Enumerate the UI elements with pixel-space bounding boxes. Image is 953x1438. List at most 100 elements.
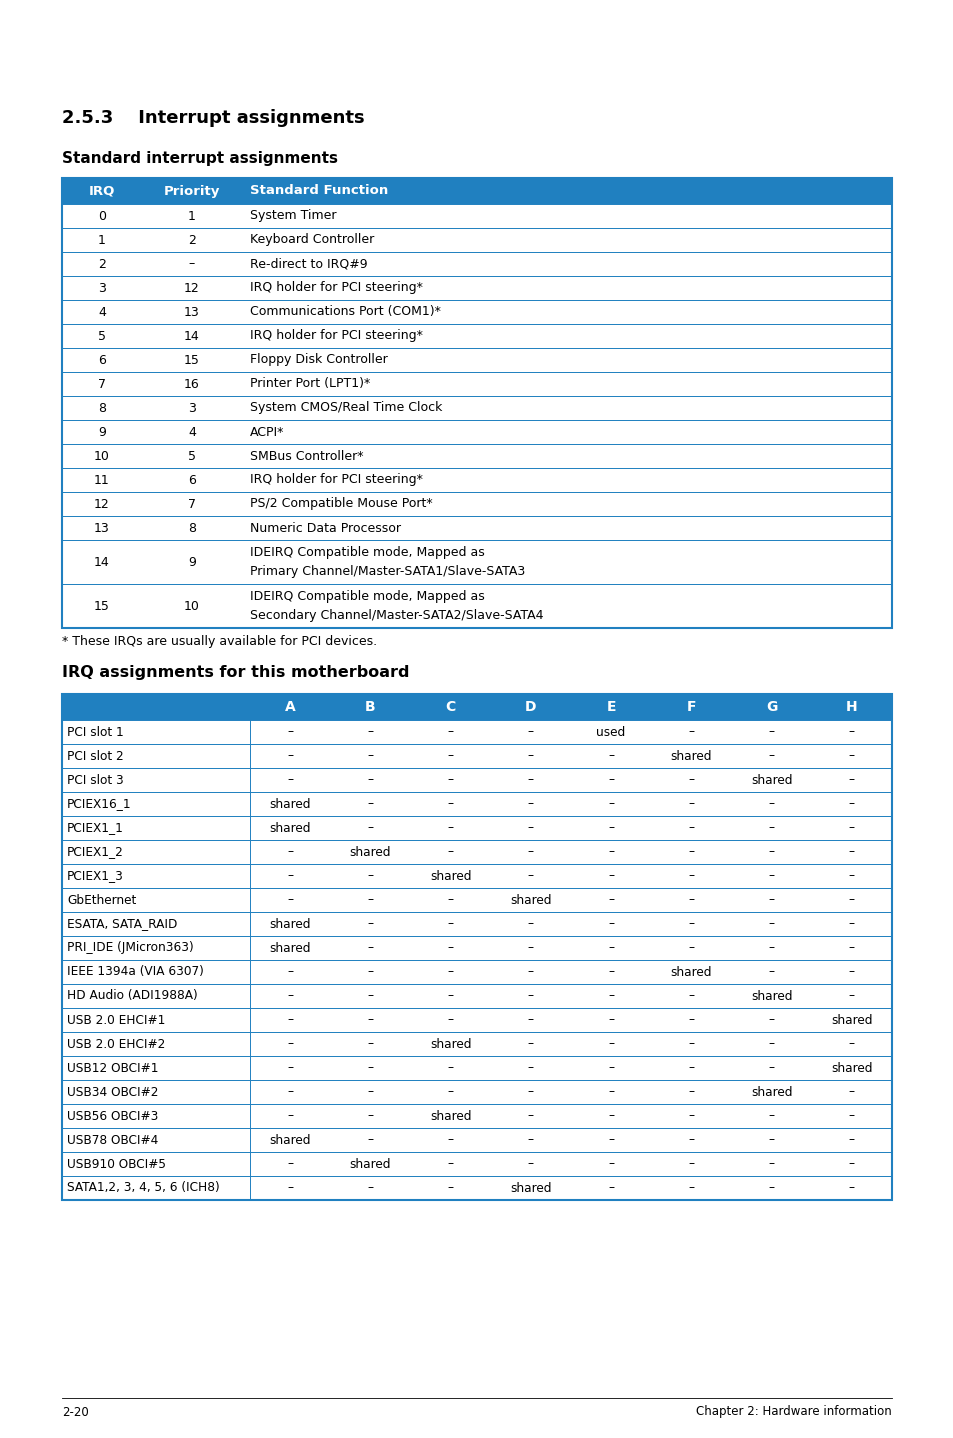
Text: –: – bbox=[287, 1061, 293, 1074]
Text: –: – bbox=[527, 749, 534, 762]
Text: –: – bbox=[447, 965, 454, 978]
Text: –: – bbox=[287, 893, 293, 906]
Text: –: – bbox=[848, 942, 854, 955]
Text: –: – bbox=[607, 965, 614, 978]
Bar bbox=[62, 1032, 891, 1055]
Text: GbEthernet: GbEthernet bbox=[67, 893, 136, 906]
Text: used: used bbox=[596, 726, 625, 739]
Text: –: – bbox=[848, 798, 854, 811]
Text: –: – bbox=[367, 1037, 373, 1051]
Text: –: – bbox=[287, 1110, 293, 1123]
Text: –: – bbox=[848, 1037, 854, 1051]
Text: –: – bbox=[848, 1182, 854, 1195]
Text: PCI slot 2: PCI slot 2 bbox=[67, 749, 124, 762]
Bar bbox=[62, 1008, 891, 1032]
Text: –: – bbox=[848, 1158, 854, 1171]
Text: –: – bbox=[367, 1086, 373, 1099]
Bar bbox=[62, 372, 891, 395]
Text: –: – bbox=[287, 1037, 293, 1051]
Text: –: – bbox=[768, 821, 774, 834]
Bar bbox=[62, 768, 891, 792]
Text: –: – bbox=[189, 257, 195, 270]
Text: PS/2 Compatible Mouse Port*: PS/2 Compatible Mouse Port* bbox=[250, 498, 432, 510]
Text: –: – bbox=[527, 846, 534, 858]
Text: –: – bbox=[527, 1086, 534, 1099]
Bar bbox=[62, 229, 891, 252]
Text: –: – bbox=[768, 1037, 774, 1051]
Text: –: – bbox=[607, 846, 614, 858]
Text: Re-direct to IRQ#9: Re-direct to IRQ#9 bbox=[250, 257, 367, 270]
Text: 10: 10 bbox=[94, 450, 110, 463]
Text: –: – bbox=[688, 989, 694, 1002]
Bar bbox=[62, 178, 891, 628]
Text: –: – bbox=[527, 917, 534, 930]
Text: shared: shared bbox=[269, 1133, 311, 1146]
Text: –: – bbox=[607, 989, 614, 1002]
Text: –: – bbox=[607, 1182, 614, 1195]
Text: –: – bbox=[447, 749, 454, 762]
Text: shared: shared bbox=[750, 1086, 792, 1099]
Text: 7: 7 bbox=[98, 378, 106, 391]
Text: –: – bbox=[848, 917, 854, 930]
Text: –: – bbox=[607, 1086, 614, 1099]
Text: 16: 16 bbox=[184, 378, 200, 391]
Text: shared: shared bbox=[670, 749, 711, 762]
Text: IRQ holder for PCI steering*: IRQ holder for PCI steering* bbox=[250, 473, 422, 486]
Text: 2-20: 2-20 bbox=[62, 1405, 89, 1418]
Text: –: – bbox=[367, 798, 373, 811]
Text: –: – bbox=[447, 1158, 454, 1171]
Text: USB78 OBCI#4: USB78 OBCI#4 bbox=[67, 1133, 158, 1146]
Bar bbox=[62, 348, 891, 372]
Text: –: – bbox=[768, 726, 774, 739]
Text: –: – bbox=[527, 1133, 534, 1146]
Bar bbox=[62, 324, 891, 348]
Text: –: – bbox=[367, 917, 373, 930]
Text: –: – bbox=[768, 870, 774, 883]
Text: shared: shared bbox=[830, 1014, 872, 1027]
Text: –: – bbox=[527, 965, 534, 978]
Bar bbox=[62, 252, 891, 276]
Text: IRQ: IRQ bbox=[89, 184, 115, 197]
Bar bbox=[62, 178, 891, 204]
Text: –: – bbox=[768, 942, 774, 955]
Text: B: B bbox=[365, 700, 375, 715]
Text: –: – bbox=[287, 1158, 293, 1171]
Text: –: – bbox=[527, 989, 534, 1002]
Text: –: – bbox=[688, 821, 694, 834]
Text: 4: 4 bbox=[98, 305, 106, 318]
Text: –: – bbox=[287, 965, 293, 978]
Text: Secondary Channel/Master-SATA2/Slave-SATA4: Secondary Channel/Master-SATA2/Slave-SAT… bbox=[250, 610, 543, 623]
Text: –: – bbox=[447, 1182, 454, 1195]
Text: –: – bbox=[367, 1133, 373, 1146]
Bar bbox=[62, 444, 891, 467]
Text: –: – bbox=[527, 1158, 534, 1171]
Text: ACPI*: ACPI* bbox=[250, 426, 284, 439]
Text: shared: shared bbox=[510, 893, 551, 906]
Text: –: – bbox=[607, 870, 614, 883]
Text: –: – bbox=[848, 821, 854, 834]
Text: System CMOS/Real Time Clock: System CMOS/Real Time Clock bbox=[250, 401, 442, 414]
Text: –: – bbox=[447, 1133, 454, 1146]
Text: –: – bbox=[607, 774, 614, 787]
Text: 1: 1 bbox=[98, 233, 106, 246]
Bar bbox=[62, 815, 891, 840]
Text: shared: shared bbox=[269, 821, 311, 834]
Text: 13: 13 bbox=[94, 522, 110, 535]
Text: 8: 8 bbox=[188, 522, 195, 535]
Text: –: – bbox=[688, 1158, 694, 1171]
Text: –: – bbox=[848, 1133, 854, 1146]
Text: –: – bbox=[447, 1014, 454, 1027]
Text: shared: shared bbox=[349, 846, 391, 858]
Text: SATA1,2, 3, 4, 5, 6 (ICH8): SATA1,2, 3, 4, 5, 6 (ICH8) bbox=[67, 1182, 219, 1195]
Text: –: – bbox=[447, 989, 454, 1002]
Text: D: D bbox=[524, 700, 536, 715]
Text: –: – bbox=[607, 1037, 614, 1051]
Text: –: – bbox=[367, 893, 373, 906]
Text: E: E bbox=[606, 700, 616, 715]
Bar bbox=[62, 743, 891, 768]
Text: –: – bbox=[367, 749, 373, 762]
Text: PCI slot 1: PCI slot 1 bbox=[67, 726, 124, 739]
Text: –: – bbox=[848, 989, 854, 1002]
Text: –: – bbox=[287, 774, 293, 787]
Text: –: – bbox=[367, 821, 373, 834]
